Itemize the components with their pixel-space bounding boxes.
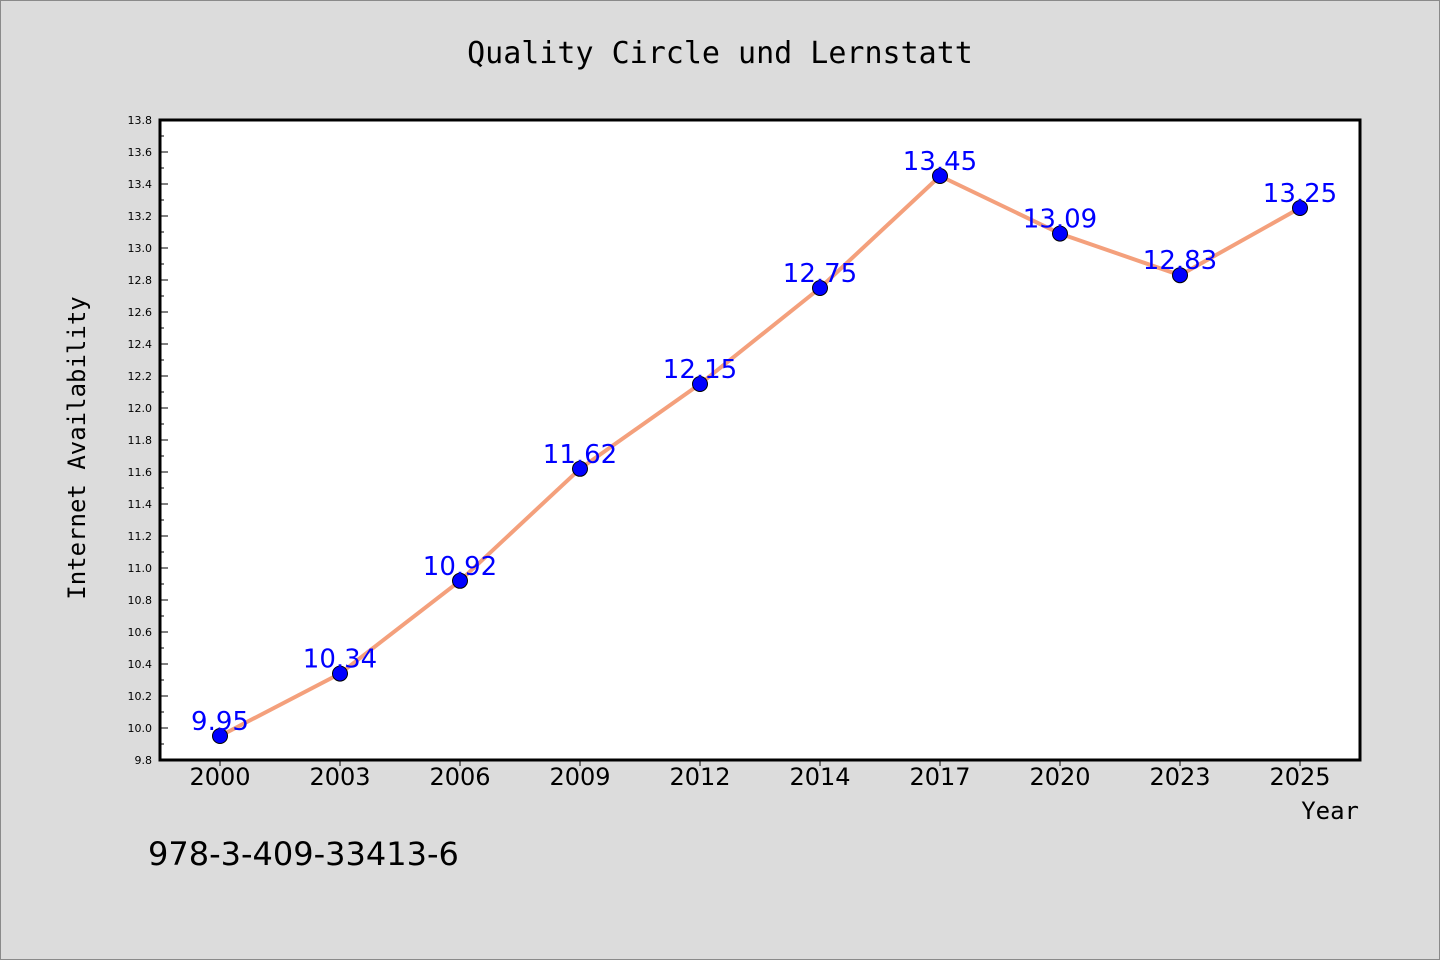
data-label: 12.83 [1143,246,1217,276]
y-tick-label: 10.2 [128,690,153,703]
series-line [219,174,1301,738]
data-point [1292,200,1308,216]
y-tick-label: 11.2 [128,530,153,543]
y-axis-title: Internet Availability [63,296,91,599]
y-tick-label: 11.8 [128,434,153,447]
y-tick-label: 10.4 [128,658,153,671]
data-point [692,376,708,392]
x-tick-label: 2023 [1149,763,1210,791]
y-tick-label: 10.0 [128,722,153,735]
y-tick-label: 13.6 [128,146,153,159]
data-point [1172,267,1188,284]
x-tick-label: 2009 [549,763,610,791]
data-label: 11.62 [543,440,617,470]
x-tick-label: 2000 [189,763,250,791]
data-point [212,728,228,744]
plot-area [158,118,1362,762]
y-tick-label: 12.6 [128,306,153,319]
x-axis-title: Year [1301,797,1359,825]
y-tick-label: 11.4 [128,498,153,511]
data-label: 13.45 [903,147,977,177]
y-tick-label: 12.8 [128,274,153,287]
x-tick-label: 2014 [789,763,850,791]
y-tick-label: 12.4 [128,338,153,351]
data-point [572,460,588,477]
x-tick-label: 2017 [909,763,970,791]
series-layer: 9.95 10.34 10.92 11.62 12.15 12.75 13.45 13.09 1… [191,147,1337,744]
y-tick-label: 13.8 [128,114,153,127]
data-label: 13.09 [1023,205,1097,235]
y-tick-label: 12.2 [128,370,153,383]
y-tick-label: 12.0 [128,402,153,415]
x-tick-label: 2012 [669,763,730,791]
x-tick-label: 2006 [429,763,490,791]
y-axis: 9.8 10.0 10.2 10.4 10.6 10.8 11.0 11.2 11.4 11.6 1… [128,114,168,767]
data-point [812,280,828,296]
data-point [932,168,948,184]
y-tick-label: 13.0 [128,242,153,255]
y-tick-label: 10.6 [128,626,153,639]
chart-title: Quality Circle und Lernstatt [467,36,973,71]
x-tick-label: 2025 [1269,763,1330,791]
y-tick-label: 10.8 [128,594,153,607]
data-label: 13.25 [1263,179,1337,209]
y-tick-label: 13.4 [128,178,153,191]
data-point [1052,225,1068,242]
data-point [332,665,348,682]
data-point [452,572,468,589]
data-label: 10.92 [423,552,497,582]
data-label: 10.34 [303,645,377,675]
x-tick-label: 2003 [309,763,370,791]
data-label: 12.75 [783,259,857,289]
x-tick-label: 2020 [1029,763,1090,791]
data-label: 12.15 [663,355,737,385]
y-tick-label: 11.0 [128,562,153,575]
data-label: 9.95 [191,707,249,737]
y-tick-label: 13.2 [128,210,153,223]
isbn-label: 978-3-409-33413-6 [148,835,459,873]
x-axis: 2000 2003 2006 2009 2012 2014 2017 2020 2023 2025 [189,760,1331,791]
y-tick-label: 11.6 [128,466,153,479]
y-tick-label: 9.8 [135,754,153,767]
